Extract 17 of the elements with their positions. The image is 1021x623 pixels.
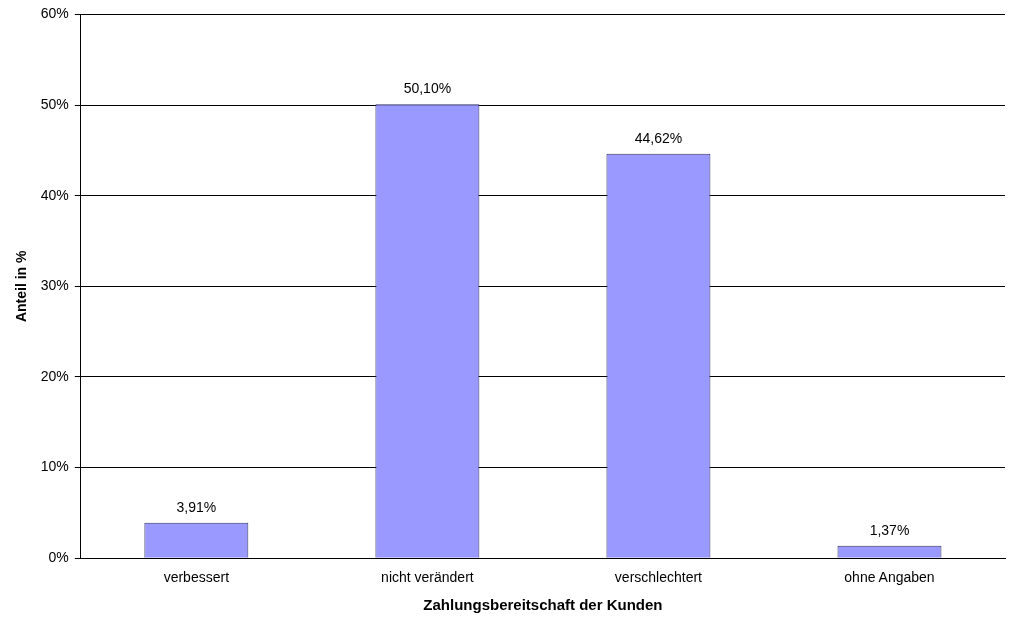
x-tick-label: nicht verändert: [381, 569, 474, 586]
y-tick-label: 20%: [40, 367, 69, 384]
data-label: 44,62%: [634, 129, 683, 146]
x-tick-label: ohne Angaben: [844, 569, 935, 586]
y-tick-label: 60%: [40, 5, 69, 22]
x-tick-label: verschlechtert: [614, 569, 703, 586]
y-tick-label: 10%: [40, 458, 69, 475]
data-label: 1,37%: [869, 521, 910, 538]
x-axis-title: Zahlungsbereitschaft der Kunden: [423, 596, 663, 614]
data-label: 50,10%: [403, 79, 452, 96]
x-tick-label: verbessert: [163, 569, 230, 586]
y-tick-label: 40%: [40, 186, 69, 203]
y-tick-label: 50%: [40, 95, 69, 112]
data-label: 3,91%: [176, 498, 217, 515]
y-tick-label: 0%: [48, 549, 69, 566]
y-axis-title: Anteil in %: [13, 249, 30, 323]
y-tick-label: 30%: [40, 277, 69, 294]
